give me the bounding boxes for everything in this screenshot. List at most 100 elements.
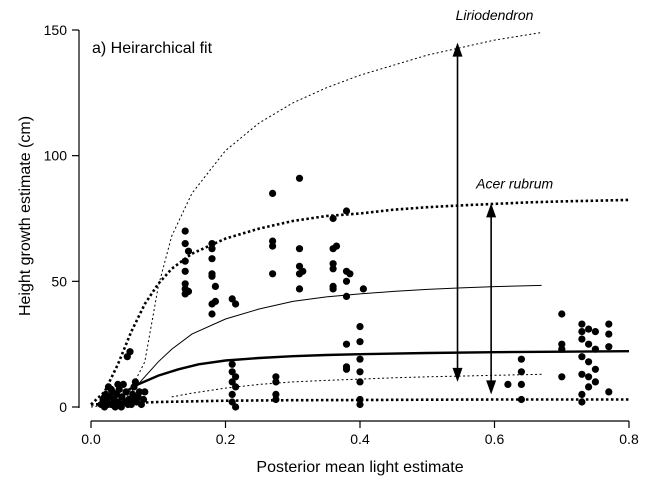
data-point [135,388,143,396]
x-tick-label: 0.6 [485,431,505,447]
x-tick-label: 0.4 [350,431,370,447]
data-point [232,373,240,381]
data-point [107,385,115,393]
data-point [269,189,277,197]
data-point [181,227,189,235]
data-point [181,240,189,248]
data-point [346,270,354,278]
data-point [272,395,280,404]
data-point [329,285,337,293]
data-point [295,245,304,253]
curve-label-acer-rubrum: Acer rubrum [475,175,553,191]
data-point [122,388,130,396]
data-point [605,388,613,396]
data-point [295,174,304,182]
double-arrow-1 [486,203,497,395]
fit-curve-2 [130,284,542,393]
data-point [356,338,364,346]
data-point [585,383,593,391]
data-point [100,393,109,401]
fit-curve-3 [124,350,630,393]
data-point [578,335,586,343]
data-point [578,328,586,336]
data-point [228,295,236,303]
data-point [208,255,216,263]
data-point [329,265,337,273]
data-point [211,282,219,290]
x-ticks: 0.0 0.2 0.4 0.6 0.8 [81,421,639,447]
data-point [517,368,526,376]
data-point [504,380,512,388]
data-point [228,360,236,368]
data-point [356,400,364,409]
data-point [356,368,364,376]
data-point [208,272,216,280]
data-point [578,320,586,328]
data-point [141,388,149,396]
data-point [131,395,139,404]
data-point [342,365,351,373]
data-point [269,237,277,245]
data-point [181,280,189,288]
fit-curve-0 [90,32,542,408]
data-point [208,310,216,318]
data-point [578,370,586,378]
data-point [208,245,216,253]
data-point [578,390,586,398]
data-point [232,383,240,391]
data-point [591,378,600,386]
data-point [272,373,280,381]
data-point [591,365,600,373]
data-point [585,358,593,366]
plot-annotation: a) Heirarchical fit [92,40,213,57]
data-point [558,310,566,318]
data-point [517,355,526,363]
double-arrow-0 [452,42,463,382]
data-point [232,300,240,308]
data-point [126,348,134,356]
data-point [342,340,351,348]
data-point [605,320,613,328]
data-point [232,403,240,411]
data-point [117,403,125,411]
x-tick-label: 0.8 [619,431,639,447]
data-point [605,330,613,338]
data-point [558,340,566,348]
data-point [585,340,593,348]
data-point [272,390,280,398]
data-point [605,343,613,351]
x-tick-label: 0.0 [81,431,101,447]
data-point [342,207,351,215]
data-point [558,345,566,353]
data-point [272,378,280,386]
data-point [119,380,127,388]
data-point [329,214,337,223]
data-point [184,247,193,255]
data-point [342,277,351,285]
y-tick-label: 0 [59,399,67,415]
data-point [299,267,307,275]
y-axis-title: Height growth estimate (cm) [17,116,34,316]
fit-curve-4 [171,373,542,398]
data-point [211,297,219,305]
data-point [356,378,364,386]
data-point [124,400,132,409]
data-point [578,353,586,361]
fit-curves-layer [90,32,630,408]
data-point [591,328,600,336]
arrows-layer [452,42,497,395]
data-point [114,380,122,388]
data-point [208,240,216,248]
data-point [295,285,304,293]
data-point [181,267,189,275]
data-point [139,395,148,404]
fit-curve-1 [90,198,630,406]
x-tick-label: 0.2 [216,431,236,447]
y-ticks: 0 50 100 150 [44,22,79,415]
data-point [131,378,139,386]
data-point [110,398,119,406]
data-point [517,395,526,404]
data-point [585,325,593,333]
x-axis-title: Posterior mean light estimate [256,459,463,476]
